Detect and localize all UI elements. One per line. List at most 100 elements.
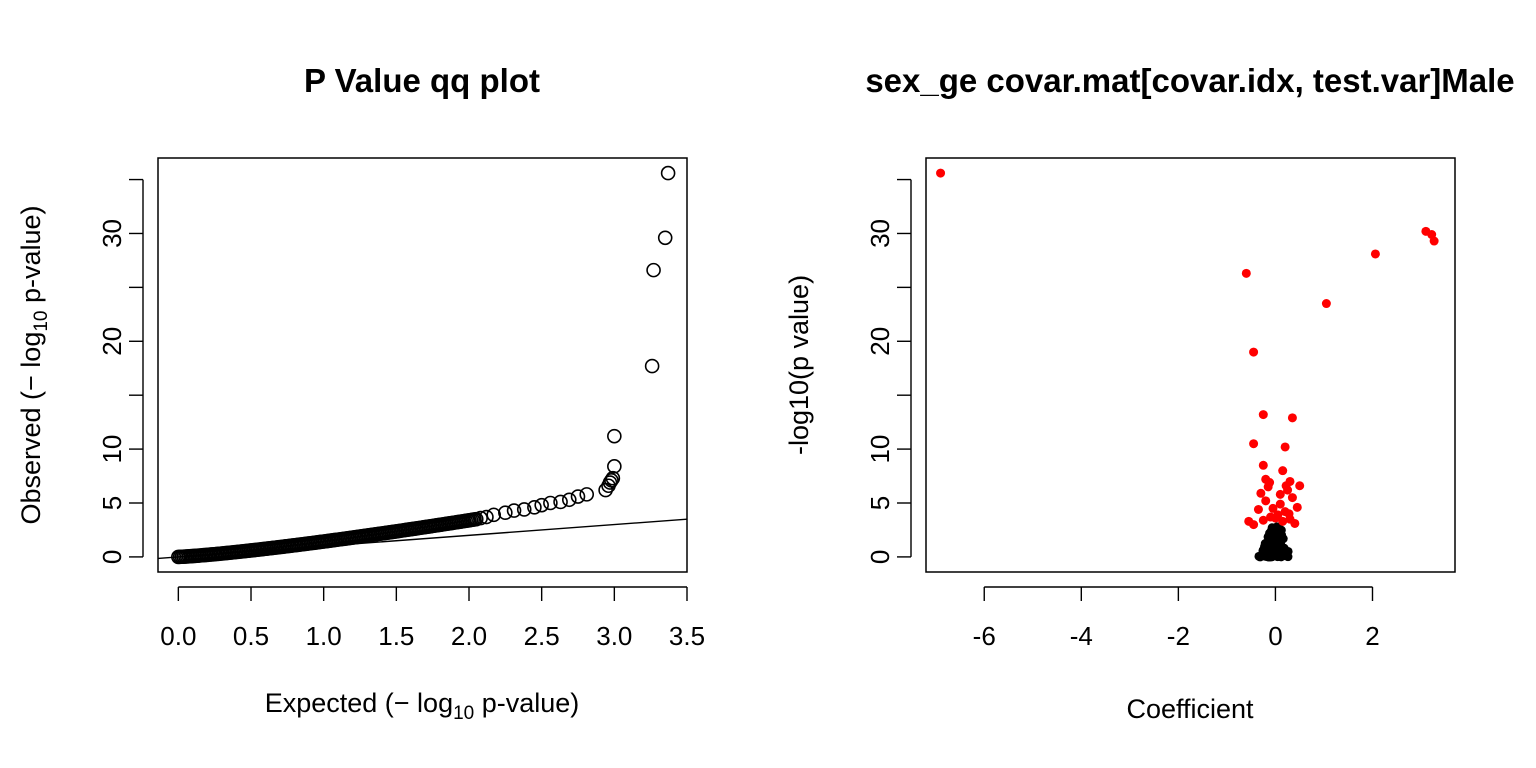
volcano-plot-title: sex_ge covar.mat[covar.idx, test.var]Mal… [865,62,1514,99]
qq-point [486,507,502,523]
volcano-point-significant [1280,442,1290,452]
qq-point [604,473,619,488]
volcano-y-tick-label: 0 [865,550,895,564]
qq-x-tick-label: 1.0 [306,621,342,651]
qq-y-axis: 0 5 10 20 30 [97,178,144,564]
volcano-point-significant [1265,478,1275,488]
volcano-y-axis: 0 5 10 20 30 [865,178,912,564]
volcano-point-significant [1258,460,1268,470]
qq-point [598,482,613,498]
volcano-x-tick-label: -2 [1167,621,1190,651]
qq-y-axis-label: Observed (− log10 p-value) [16,205,52,524]
qq-point [602,475,618,490]
volcano-point-significant [1287,413,1297,423]
qq-x-tick-label: 0.5 [233,621,269,651]
volcano-point-nonsignificant [1283,552,1293,562]
volcano-point-significant [1253,504,1263,514]
volcano-point-significant [1287,493,1297,503]
volcano-point-significant [1268,503,1278,513]
volcano-point-significant [1290,518,1300,528]
volcano-point-significant [1278,466,1288,476]
qq-point [516,502,532,517]
volcano-point-significant [936,168,946,178]
qq-x-axis-label: Expected (− log10 p-value) [265,688,580,724]
qq-y-tick-label: 10 [97,435,127,464]
volcano-plot-frame [925,157,1456,573]
qq-y-tick-label: 30 [97,219,127,248]
qq-point [543,495,558,511]
qq-x-axis-label-sub: 10 [453,703,474,724]
qq-point [605,470,621,486]
volcano-point-nonsignificant [1254,551,1264,561]
qq-point [657,230,673,246]
volcano-x-tick-label: -6 [973,621,996,651]
qq-point [506,503,522,518]
qq-point [498,505,513,521]
volcano-point-nonsignificant [1262,551,1272,561]
volcano-point-significant [1292,502,1302,512]
qq-points [171,165,676,565]
volcano-point-significant [1261,496,1271,506]
volcano-point-significant [1256,488,1266,498]
volcano-point-significant [1258,410,1268,420]
volcano-point-significant [1270,513,1280,523]
volcano-point-significant [1278,516,1288,526]
qq-point [473,510,488,526]
volcano-point-significant [1249,520,1259,530]
volcano-y-tick-label: 20 [865,327,895,356]
volcano-point-significant [1249,347,1259,357]
qq-x-tick-label: 3.5 [669,621,705,651]
volcano-point-nonsignificant [1271,523,1281,533]
qq-x-tick-label: 1.5 [378,621,414,651]
qq-point [644,358,660,374]
volcano-x-tick-label: -4 [1070,621,1093,651]
qq-y-tick-label: 20 [97,327,127,356]
qq-point [660,165,676,181]
volcano-y-tick-label: 30 [865,219,895,248]
volcano-point-significant [1249,439,1259,449]
volcano-x-axis: -6 -4 -2 0 2 [973,586,1380,651]
volcano-point-significant [1275,499,1285,509]
qq-plot-frame [157,157,688,573]
qq-y-axis-label-sub: 10 [31,311,52,332]
volcano-point-significant [1321,299,1331,309]
volcano-y-axis-label: -log10(p value) [784,275,814,455]
volcano-points [936,168,1439,562]
qq-x-axis-label-post: p-value) [474,688,579,718]
qq-point [527,500,542,515]
qq-plot-title: P Value qq plot [304,62,540,99]
qq-point [607,459,622,474]
qq-point [479,509,494,525]
qq-y-tick-label: 0 [97,550,127,564]
qq-x-tick-label: 0.0 [160,621,196,651]
qq-x-axis-label-pre: Expected (− log [265,688,453,718]
qq-x-tick-label: 2.0 [451,621,487,651]
volcano-point-significant [1429,236,1439,246]
qq-x-axis: 0.0 0.5 1.0 1.5 2.0 2.5 3.0 3.5 [160,586,705,651]
volcano-point-significant [1281,481,1291,491]
volcano-point-significant [1258,515,1268,525]
volcano-point-significant [1241,268,1251,278]
qq-point [570,489,586,504]
volcano-plot-panel: sex_ge covar.mat[covar.idx, test.var]Mal… [784,62,1515,724]
qq-plot-area [158,165,687,565]
volcano-point-significant [1275,489,1285,499]
qq-x-tick-label: 3.0 [596,621,632,651]
volcano-y-tick-label: 5 [865,496,895,510]
volcano-point-significant [1370,249,1380,259]
volcano-x-tick-label: 2 [1365,621,1379,651]
qq-point [607,428,622,444]
volcano-x-tick-label: 0 [1268,621,1282,651]
qq-point [579,487,595,502]
volcano-point-nonsignificant [1265,528,1275,538]
qq-point [561,492,577,508]
qq-y-axis-label-post: p-value) [16,205,46,310]
qq-y-axis-label-pre: Observed (− log [16,332,46,525]
volcano-point-nonsignificant [1270,544,1280,554]
volcano-y-tick-label: 10 [865,435,895,464]
qq-plot-panel: P Value qq plot 0.0 0.5 1.0 1.5 2.0 2.5 3.0 3.5… [16,62,705,724]
volcano-point-significant [1295,481,1305,491]
qq-y-tick-label: 5 [97,496,127,510]
qq-point [646,262,661,278]
